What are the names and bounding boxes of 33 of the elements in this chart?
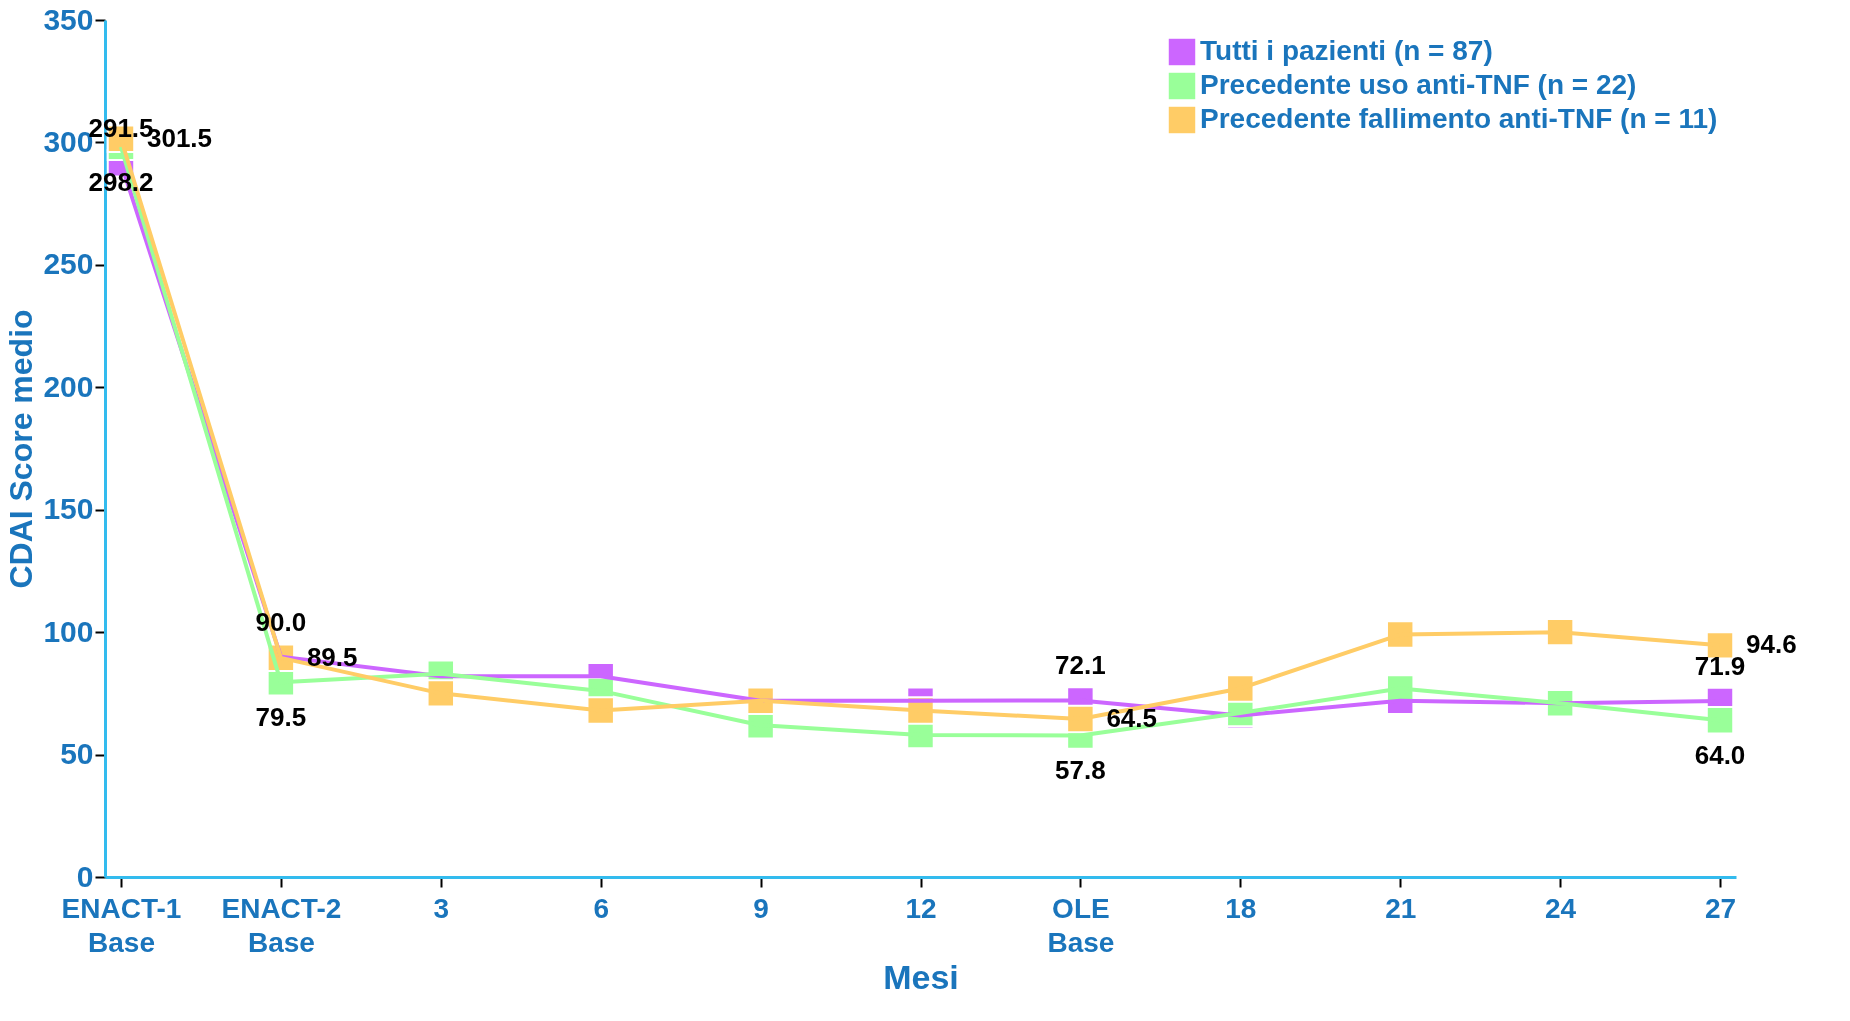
x-tick-label: 18 [1225, 892, 1257, 924]
data-label: 94.6 [1746, 629, 1797, 660]
y-tick-label: 100 [43, 614, 94, 648]
x-tick-label: 24 [1545, 892, 1577, 924]
data-label: 71.9 [1694, 650, 1746, 681]
x-tick-label: 27 [1704, 892, 1737, 924]
y-tick-label: 200 [43, 369, 94, 403]
x-tick-label: 21 [1385, 892, 1417, 924]
y-tick-label: 350 [43, 2, 94, 36]
y-tick-label: 50 [60, 737, 94, 771]
data-label: 72.1 [1055, 650, 1106, 681]
x-tick-label: OLE Base [1047, 892, 1115, 958]
legend-label: Tutti i pazienti (n = 87) [1200, 35, 1493, 66]
data-label: 79.5 [255, 702, 307, 733]
x-tick-label: 6 [593, 892, 609, 924]
point [586, 696, 615, 725]
data-label: 64.5 [1106, 703, 1158, 734]
y-axis-title: CDAI Score medio [3, 309, 40, 589]
y-tick-label: 250 [43, 247, 94, 281]
x-axis-title: Mesi [883, 957, 959, 996]
point [1226, 674, 1255, 703]
y-tick-label: 0 [76, 859, 94, 893]
data-label: 64.0 [1694, 740, 1746, 771]
y-tick-label: 150 [43, 492, 94, 526]
x-tick-label: ENACT-1 Base [61, 892, 182, 958]
x-tick-label: ENACT-2 Base [221, 892, 342, 958]
data-label: 57.8 [1055, 755, 1106, 786]
x-tick-label: 3 [433, 892, 450, 924]
point [1705, 706, 1735, 735]
legend-label: Precedente fallimento anti-TNF (n = 11) [1200, 103, 1718, 134]
x-tick-label: 9 [753, 892, 769, 924]
x-tick-label: 12 [905, 892, 937, 924]
legend-label: Precedente uso anti-TNF (n = 22) [1200, 69, 1637, 100]
